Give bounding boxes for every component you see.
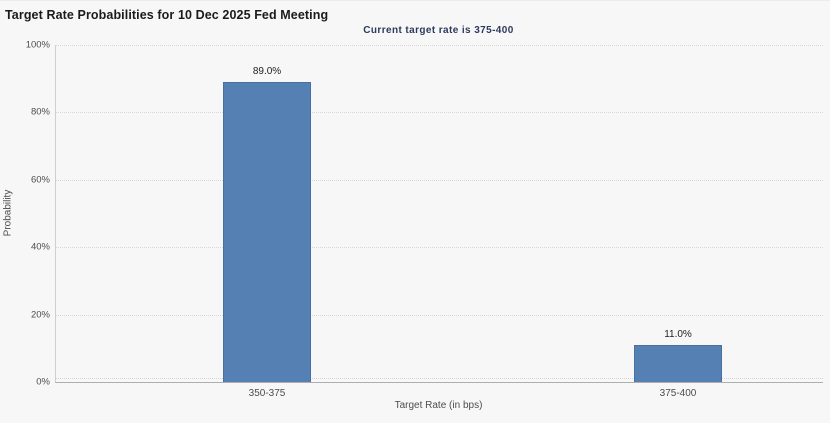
y-tick-label: 40%	[30, 241, 50, 253]
y-tick-label: 60%	[30, 174, 50, 186]
plot-area: 89.0% 350-375 11.0% 375-400	[55, 45, 823, 399]
gridline	[56, 247, 823, 249]
gridline	[56, 45, 823, 46]
gridline	[56, 314, 823, 316]
probability-bar[interactable]	[634, 345, 722, 382]
y-tick-label: 20%	[30, 309, 50, 321]
y-axis-title: Probability	[2, 189, 14, 237]
x-category-label: 375-400	[659, 388, 697, 399]
y-tick-label: 0%	[36, 376, 50, 388]
y-tick-label: 80%	[30, 106, 50, 118]
gridline	[56, 179, 823, 181]
chart-title: Target Rate Probabilities for 10 Dec 202…	[5, 8, 329, 22]
x-category-label: 350-375	[248, 388, 286, 399]
chart-subtitle: Current target rate is 375-400	[363, 25, 514, 36]
probability-bar[interactable]	[223, 82, 311, 382]
bar-value-label: 89.0%	[252, 66, 282, 77]
gridline	[56, 112, 823, 114]
bar-value-label: 11.0%	[664, 329, 692, 340]
y-tick-label: 100%	[25, 39, 50, 51]
x-axis-title: Target Rate (in bps)	[394, 400, 483, 411]
x-axis-minor-ticks	[56, 378, 823, 379]
